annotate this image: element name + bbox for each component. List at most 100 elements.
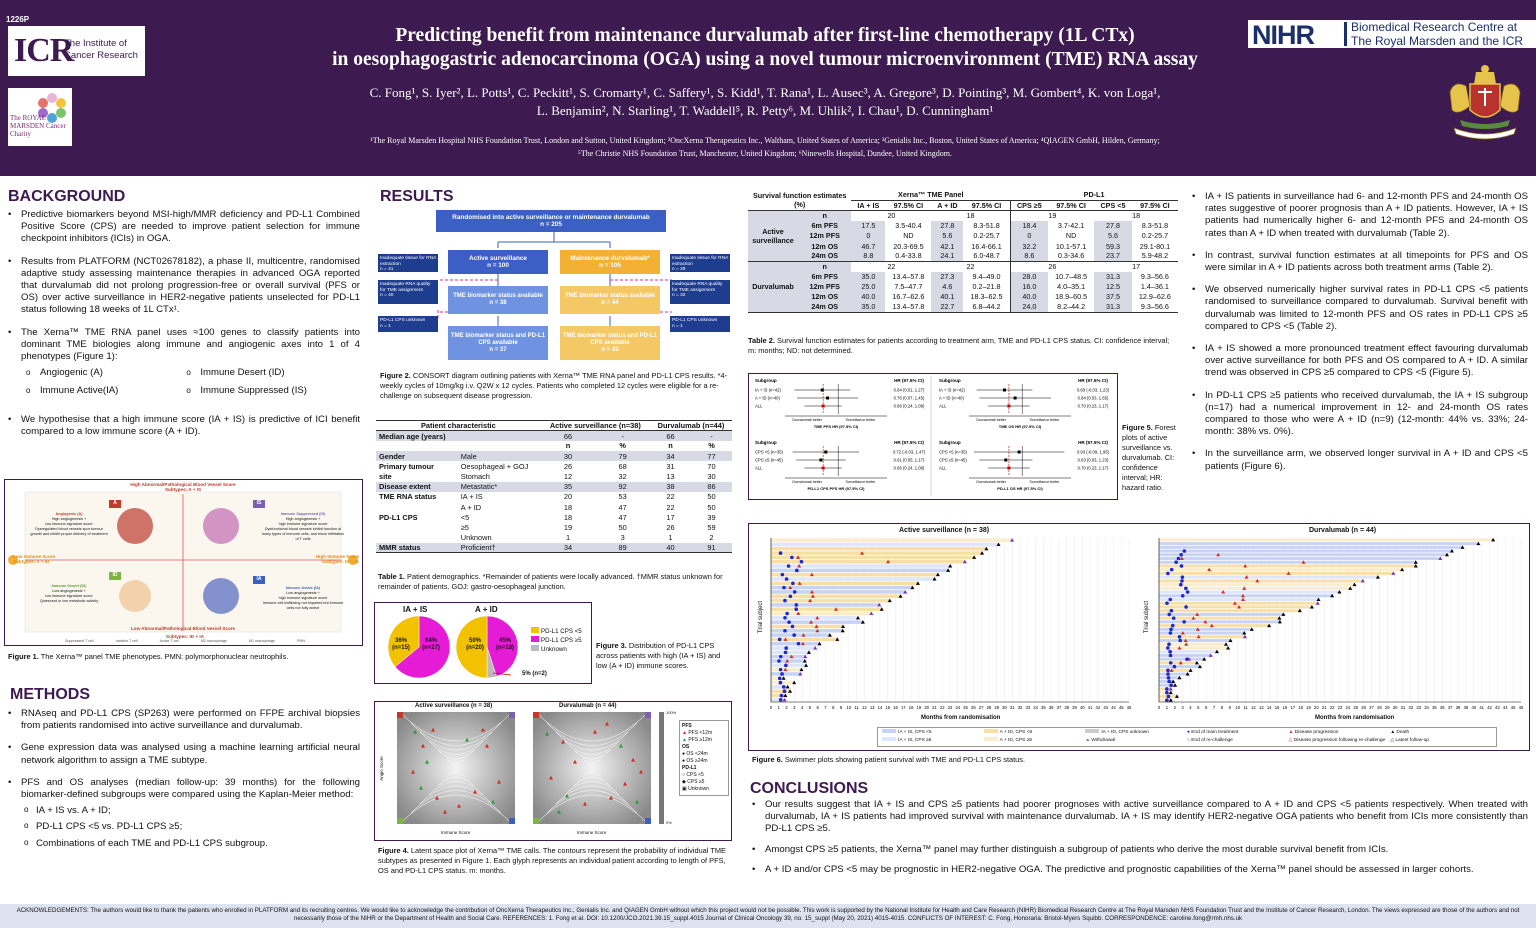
forest-hr-value: 0.66 (0.24, 1.08) [894,404,925,409]
table-1-cell: % [708,441,715,451]
swim-bar [771,555,975,560]
fig1-left-sub: Subtypes: A + ID [13,559,50,564]
figure-6-caption: Figure 6. Swimmer plots showing patient … [752,755,1252,765]
swim-bar [771,676,784,681]
swim-tick-label: 19 [917,705,922,710]
consort-right-exclusion-1: Inadequate tissue for RNA extraction n = … [670,254,730,272]
fig1-q-is: IS [256,500,262,506]
swim-death-marker [946,568,951,572]
swim-end-treatment-marker [784,663,788,668]
latent-point [497,779,501,784]
contour-line [582,758,602,778]
swim-death-marker [1010,538,1015,542]
swim-progression-marker [1169,668,1174,672]
background-p1: Predictive biomarkers beyond MSI-high/MM… [6,209,360,246]
methods-text: RNAseq and PD-L1 CPS (SP263) were perfor… [6,708,360,854]
swim-bar [1159,627,1252,631]
consort-as-both: TME biomarker status and PD-L1 CPS avail… [448,326,548,360]
swim-death-marker [1168,686,1173,691]
swim-bar [771,624,844,629]
t2-subheader: IA + IS 97.5% CI A + ID 97.5% CI CPS ≥5 97.5%… [748,200,1178,211]
swim-bar [771,538,1013,542]
swim-tick-label: 45 [1119,705,1124,710]
table-1-cell: IA + IS [460,492,483,502]
table-1-cell: 66 [650,430,691,441]
consort-left-exclusion-3: PD-L1 CPS unknown n = 1 [378,316,438,332]
table-2-cell: ND [1065,231,1077,241]
swim-progression-marker [815,628,820,633]
swim-tick-label: 23 [1338,705,1343,710]
swim-bar [1159,657,1205,661]
table-2-row-label: 12m OS [798,291,852,303]
fig1-ia-l3: Immune cell trafficking not impaired but… [262,601,344,610]
figure-5: Subgroup HR (97.5% CI) IA + IS (n=42) 0.64 … [748,373,1118,500]
swim-progression-marker [1209,623,1214,628]
swim-end-treatment-marker [783,650,788,655]
swim-death-marker [835,637,840,641]
swim-death-marker [1224,642,1229,646]
latent-point [561,739,565,744]
swim-death-marker [1242,634,1247,639]
swim-bar [1159,680,1174,683]
fig1-is-l1: High angiogenesis + [285,517,321,521]
forest-row-label: IA + IS (n=42) [939,388,965,393]
swim-bar [1159,560,1416,564]
swim-tick-label: 20 [924,705,929,710]
swim-tick-label: 3 [793,705,796,710]
fig4-legend-pd: PD-L1 [682,765,697,771]
swim-progression-marker [1183,638,1188,642]
fig6-legend-item: ▲ Disease progression [1288,730,1339,735]
table-2-cell: 10.7–48.5 [1055,272,1088,282]
pie-slice [455,615,488,679]
swim-tick-label: 21 [1322,705,1327,710]
swim-tick-label: 37 [1057,705,1062,710]
table-2-cell: 20 [887,211,896,221]
forest-hr-header: HR (97.5% CI) [1078,440,1108,445]
figure-2-caption: Figure 2. CONSORT diagram outlining pati… [380,371,730,401]
methods-heading: METHODS [10,686,90,703]
consort-dv-bio-label: TME biomarker status available [565,293,655,299]
swim-tick-label: 27 [979,705,984,710]
swim-progression-marker [1242,586,1247,590]
swim-death-marker [783,693,788,698]
latent-point [435,795,439,800]
latent-point [631,757,635,762]
swim-end-treatment-marker [1178,638,1183,643]
swim-death-marker [1297,608,1302,613]
table-1: Patient characteristic Active surveillan… [376,420,732,553]
swim-tick-label: 28 [1377,705,1382,710]
table-2-cell: 0.2-25.7 [963,230,1011,241]
swim-tick-label: 22 [940,705,945,710]
latent-point [421,743,425,748]
swim-death-marker [1281,612,1286,616]
swim-bar [771,577,935,581]
fig1-id-l1: Low angiogenesis + [52,589,86,593]
consort-r1-n: n = 29 [672,267,686,272]
swim-progression-marker [1237,604,1242,609]
fig3-legend-label: PD-L1 CPS <5 [541,628,582,635]
forest-hr-value: 0.64 (0.01, 1.27) [894,388,925,393]
coat-of-arms-icon [1449,65,1521,140]
fig4-cb-top: 100% [666,710,677,715]
table-1-caption: Table 1. Patient demographics. *Remainde… [378,572,732,592]
consort-as-bio-label: TME biomarker status available [453,293,543,299]
fig6-legend-item: IA + IS, CPS ≥5 [882,737,984,745]
table-2-row: Active surveillance n 20 18 19 18 [748,210,1178,262]
swim-tick-label: 5 [1197,705,1200,710]
conclusion-item: Our results suggest that IA + IS and CPS… [750,799,1528,836]
table-1-cell: 38 [650,481,691,492]
swim-death-marker [1228,638,1233,642]
phenotype-item: Immune Active(IA) [26,385,186,397]
swim-progression-marker [1178,660,1183,665]
fig4-legend-label: CPS <5 [686,772,704,778]
table-2-cell: 3.7-42.1 [1057,221,1085,231]
consort-l3-n: n = 1 [380,323,391,329]
forest-xlabel: PD-L1 OS HR (97.5% CI) [997,486,1043,491]
swim-death-marker [903,589,908,594]
swim-progression-marker [809,589,814,594]
swim-bar [1159,665,1200,669]
swim-tick-label: 7 [1213,705,1216,710]
swim-death-marker [841,624,846,628]
swim-death-marker [1444,552,1449,557]
fig3-p2a: 50% (n=20) [463,638,487,652]
